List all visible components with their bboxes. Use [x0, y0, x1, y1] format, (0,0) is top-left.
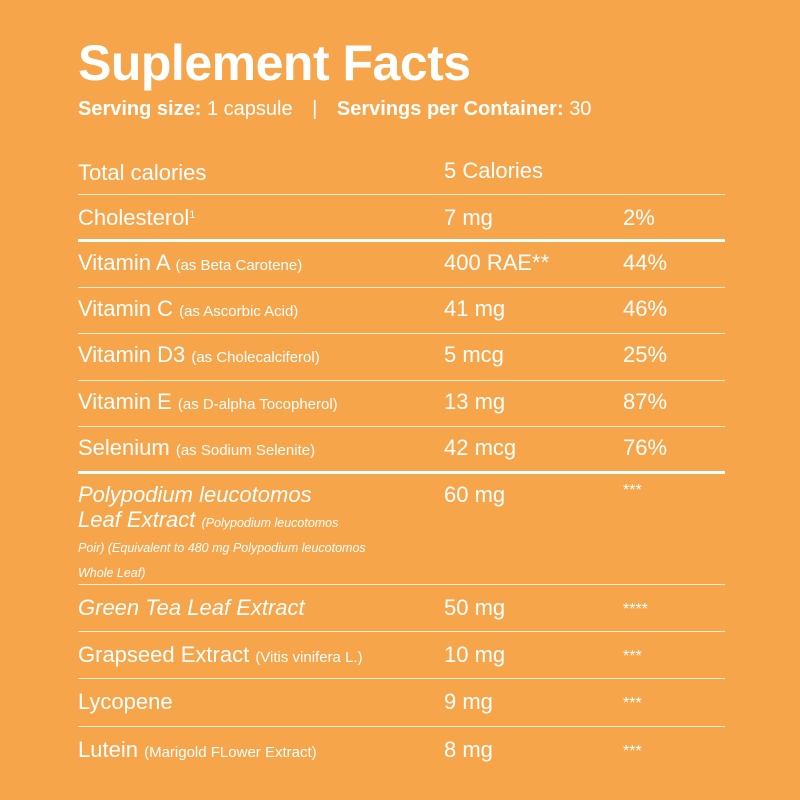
nutrient-source: (as Ascorbic Acid) — [179, 303, 299, 320]
page-title: Suplement Facts — [78, 35, 471, 91]
table-row: Green Tea Leaf Extract 50 mg **** — [78, 585, 725, 632]
nutrient-name: Lycopene — [78, 689, 173, 714]
nutrient-amount: 400 RAE** — [444, 250, 550, 275]
table-row: Total calories 5 Calories — [78, 148, 725, 195]
nutrient-name: Green Tea Leaf Extract — [78, 595, 305, 620]
table-row: Polypodium leucotomos Leaf Extract (Poly… — [78, 474, 725, 585]
nutrient-amount: 5 mcg — [444, 342, 504, 367]
nutrient-amount: 5 Calories — [444, 158, 544, 183]
nutrient-name: Polypodium leucotomos Leaf Extract (Poly… — [78, 482, 368, 582]
nutrient-name-text: Vitamin C — [78, 296, 173, 321]
daily-value: *** — [623, 695, 642, 712]
nutrient-name-text: Vitamin E — [78, 389, 172, 414]
table-row: Vitamin E (as D-alpha Tocopherol) 13 mg … — [78, 381, 725, 427]
nutrient-name: Lutein (Marigold FLower Extract) — [78, 737, 438, 765]
nutrient-source: (Vitis vinifera L.) — [255, 649, 363, 666]
serving-info: Serving size: 1 capsule | Servings per C… — [78, 98, 591, 121]
nutrient-name: Cholesterol1 — [78, 205, 438, 230]
daily-value: 46% — [623, 296, 668, 321]
nutrient-source: (Polypodium leucotomos Poir) (Equivalent… — [78, 516, 366, 580]
nutrient-source: (as Beta Carotene) — [175, 257, 303, 274]
serving-size-value: 1 capsule — [206, 98, 293, 120]
nutrient-name-text: Vitamin D3 — [78, 342, 186, 367]
nutrient-amount: 9 mg — [444, 689, 493, 714]
table-row: Vitamin A (as Beta Carotene) 400 RAE** 4… — [78, 242, 725, 288]
nutrient-name: Vitamin A (as Beta Carotene) — [78, 250, 438, 278]
serving-separator: | — [312, 98, 318, 120]
table-row: Lutein (Marigold FLower Extract) 8 mg **… — [78, 727, 725, 773]
nutrient-source: (as Sodium Selenite) — [175, 442, 316, 459]
table-row: Grapseed Extract (Vitis vinifera L.) 10 … — [78, 632, 725, 679]
nutrient-source: (as Cholecalciferol) — [191, 349, 320, 366]
daily-value: **** — [623, 601, 648, 618]
nutrient-table: Total calories 5 Calories Cholesterol1 7… — [78, 148, 725, 773]
table-row: Cholesterol1 7 mg 2% — [78, 195, 725, 242]
table-row: Vitamin C (as Ascorbic Acid) 41 mg 46% — [78, 288, 725, 334]
nutrient-name-line1: Polypodium leucotomos — [78, 482, 312, 507]
daily-value: 2% — [623, 205, 655, 230]
nutrient-name-text: Selenium — [78, 435, 170, 460]
daily-value: 76% — [623, 435, 668, 460]
daily-value: 44% — [623, 250, 668, 275]
daily-value: 87% — [623, 389, 668, 414]
nutrient-name: Grapseed Extract (Vitis vinifera L.) — [78, 642, 438, 670]
nutrient-amount: 8 mg — [444, 737, 493, 762]
daily-value: *** — [623, 482, 642, 499]
nutrient-name-text: Cholesterol — [78, 205, 190, 230]
table-row: Lycopene 9 mg *** — [78, 679, 725, 727]
nutrient-name-text: Grapseed Extract — [78, 642, 250, 667]
nutrient-amount: 60 mg — [444, 482, 506, 507]
servings-per-container-label: Servings per Container: — [336, 98, 564, 120]
table-row: Selenium (as Sodium Selenite) 42 mcg 76% — [78, 427, 725, 474]
nutrient-amount: 41 mg — [444, 296, 506, 321]
nutrient-source: (as D-alpha Tocopherol) — [177, 396, 338, 413]
nutrient-name-text: Lutein — [78, 737, 138, 762]
footnote-marker: 1 — [189, 209, 196, 221]
nutrient-name: Vitamin E (as D-alpha Tocopherol) — [78, 389, 438, 417]
nutrient-name-line2: Leaf Extract — [78, 507, 196, 532]
nutrient-name: Selenium (as Sodium Selenite) — [78, 435, 438, 463]
table-row: Vitamin D3 (as Cholecalciferol) 5 mcg 25… — [78, 334, 725, 381]
nutrient-source: (Marigold FLower Extract) — [144, 744, 317, 761]
nutrient-name: Vitamin C (as Ascorbic Acid) — [78, 296, 438, 324]
nutrient-name: Total calories — [78, 160, 207, 185]
daily-value: *** — [623, 648, 642, 665]
nutrient-amount: 42 mcg — [444, 435, 517, 460]
servings-per-container-value: 30 — [569, 98, 592, 120]
serving-size-label: Serving size: — [78, 98, 202, 120]
nutrient-amount: 7 mg — [444, 205, 493, 230]
daily-value: *** — [623, 743, 642, 760]
nutrient-name: Vitamin D3 (as Cholecalciferol) — [78, 342, 438, 370]
nutrient-name-text: Vitamin A — [78, 250, 170, 275]
nutrient-amount: 10 mg — [444, 642, 506, 667]
nutrient-amount: 13 mg — [444, 389, 506, 414]
daily-value: 25% — [623, 342, 668, 367]
nutrient-amount: 50 mg — [444, 595, 506, 620]
